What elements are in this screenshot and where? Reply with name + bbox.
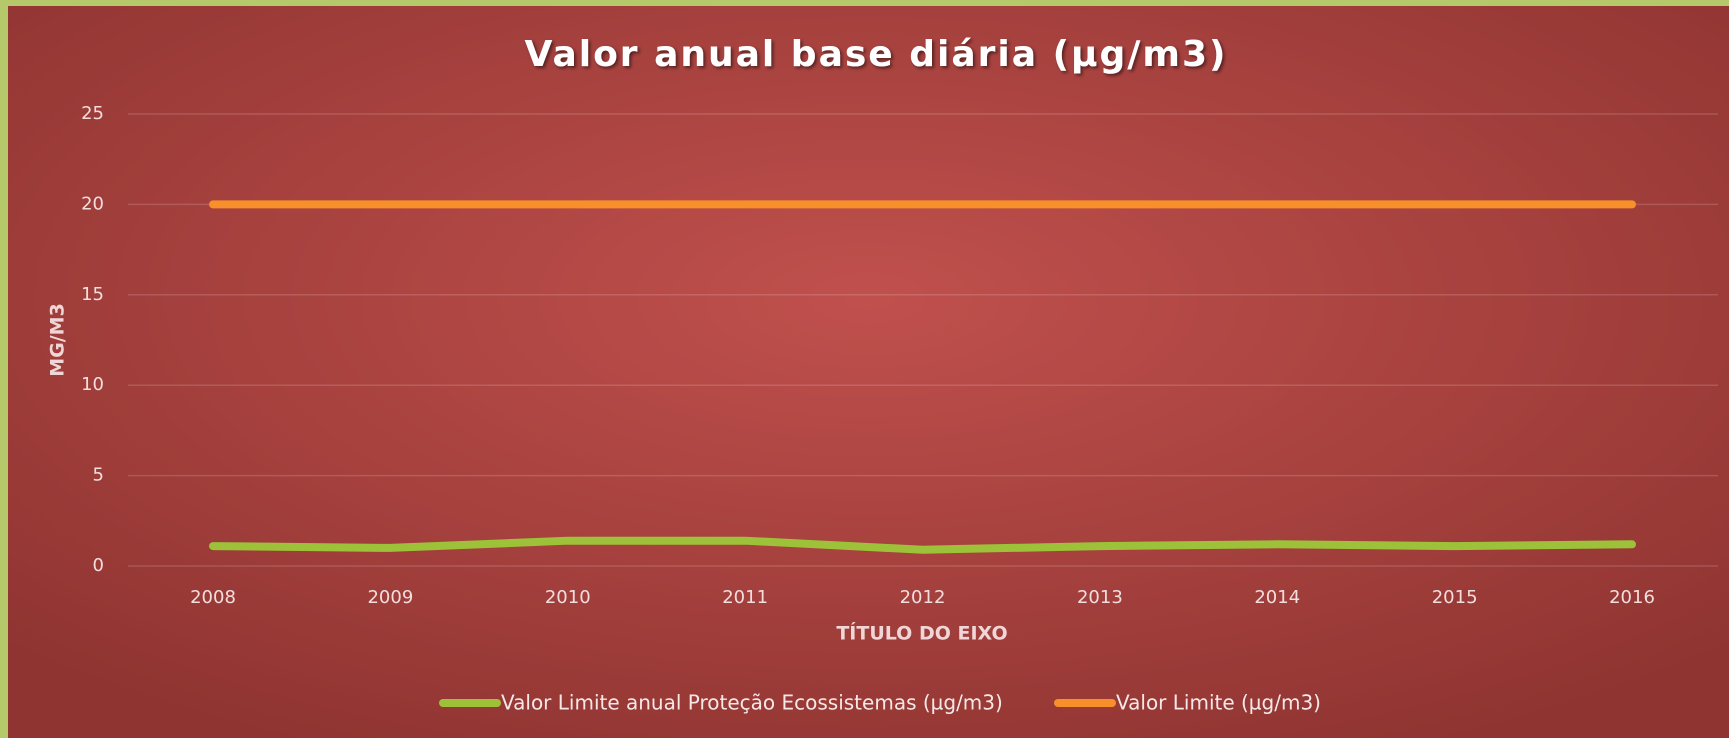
x-tick-label: 2011	[722, 587, 768, 608]
x-tick-label: 2016	[1609, 587, 1655, 608]
y-tick-label: 15	[81, 284, 104, 305]
x-tick-label: 2010	[545, 587, 591, 608]
x-tick-label: 2014	[1254, 587, 1300, 608]
plot-background	[8, 6, 1729, 738]
x-tick-label: 2013	[1077, 587, 1123, 608]
x-tick-label: 2008	[190, 587, 236, 608]
x-tick-label: 2009	[367, 587, 413, 608]
y-tick-label: 0	[93, 555, 104, 576]
x-tick-label: 2015	[1432, 587, 1478, 608]
y-tick-label: 20	[81, 193, 104, 214]
x-axis-title: TÍTULO DO EIXO	[836, 622, 1007, 645]
chart-title: Valor anual base diária (µg/m3)	[525, 34, 1228, 75]
x-tick-label: 2012	[900, 587, 946, 608]
y-tick-label: 25	[81, 103, 104, 124]
y-tick-label: 5	[93, 465, 104, 486]
legend-label: Valor Limite anual Proteção Ecossistemas…	[501, 691, 1003, 715]
legend-label: Valor Limite (µg/m3)	[1116, 691, 1321, 715]
y-axis-title: MG/M3	[47, 303, 69, 377]
y-tick-label: 10	[81, 374, 104, 395]
series-line	[209, 536, 1636, 554]
